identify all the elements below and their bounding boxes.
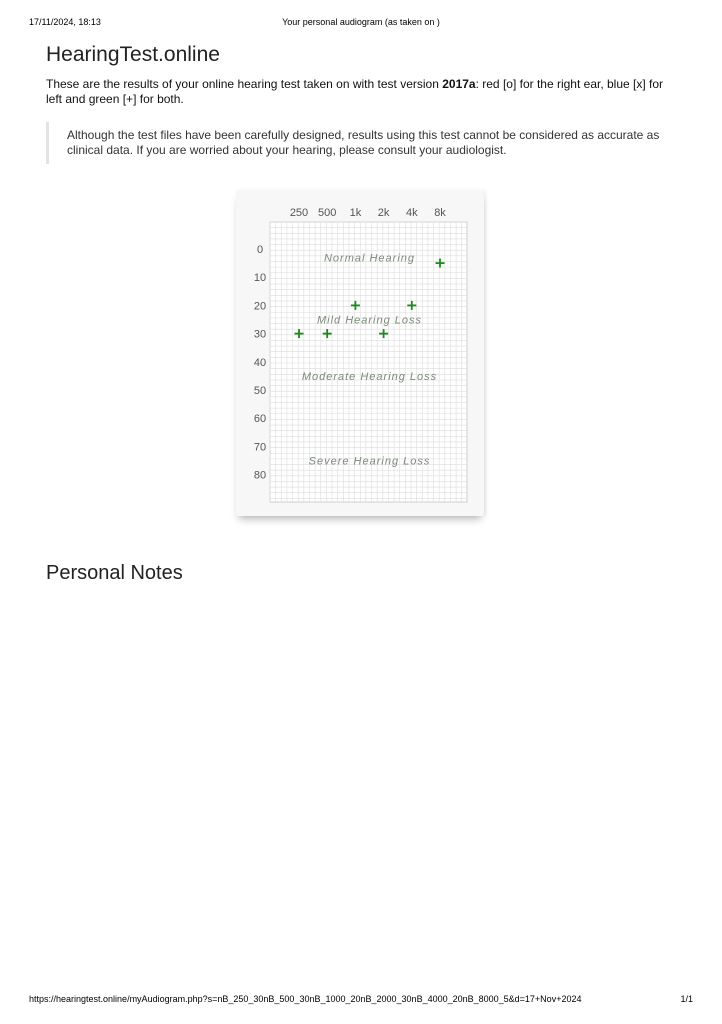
decibel-tick-label: 70 bbox=[254, 441, 266, 453]
decibel-tick-label: 50 bbox=[254, 385, 266, 397]
decibel-axis: 0 10 20 30 40 50 60 70 80 bbox=[254, 244, 266, 482]
test-version: 2017a bbox=[442, 77, 476, 91]
frequency-tick-label: 1k bbox=[350, 207, 362, 219]
audiogram-card: 250 500 1k 2k 4k 8k 0 10 20 30 40 50 60 70 80 Normal … bbox=[236, 190, 484, 516]
audiogram-chart: 250 500 1k 2k 4k 8k 0 10 20 30 40 50 60 70 80 Normal … bbox=[254, 207, 468, 503]
hearing-zone-label: Moderate Hearing Loss bbox=[302, 371, 437, 383]
site-title: HearingTest.online bbox=[46, 43, 220, 66]
decibel-tick-label: 10 bbox=[254, 272, 266, 284]
print-header: 17/11/2024, 18:13 Your personal audiogra… bbox=[29, 17, 693, 31]
decibel-tick-label: 60 bbox=[254, 413, 266, 425]
decibel-tick-label: 0 bbox=[257, 244, 263, 256]
intro-text-end: : red [o] for the right ear, blue [x] fo… bbox=[46, 77, 664, 106]
frequency-tick-label: 8k bbox=[434, 207, 446, 219]
hearing-zones: Normal Hearing Mild Hearing Loss Moderate … bbox=[302, 252, 437, 468]
hearing-zone-label: Severe Hearing Loss bbox=[309, 456, 431, 468]
frequency-tick-label: 500 bbox=[318, 207, 336, 219]
frequency-tick-label: 4k bbox=[406, 207, 418, 219]
both-ears-marker bbox=[407, 300, 417, 310]
disclaimer-quote: Although the test files have been carefu… bbox=[46, 122, 687, 164]
decibel-tick-label: 40 bbox=[254, 357, 266, 369]
print-title: Your personal audiogram (as taken on ) bbox=[282, 17, 440, 27]
both-ears-marker bbox=[322, 329, 332, 339]
both-ears-marker bbox=[435, 258, 445, 268]
decibel-tick-label: 30 bbox=[254, 329, 266, 341]
decibel-tick-label: 20 bbox=[254, 300, 266, 312]
frequency-tick-label: 250 bbox=[290, 207, 308, 219]
data-points bbox=[294, 258, 445, 339]
grid-background bbox=[269, 221, 468, 503]
decibel-tick-label: 80 bbox=[254, 470, 266, 482]
hearing-zone-label: Mild Hearing Loss bbox=[317, 315, 422, 327]
audiogram-grid bbox=[269, 221, 468, 503]
print-footer: https://hearingtest.online/myAudiogram.p… bbox=[29, 994, 693, 1008]
hearing-zone-label: Normal Hearing bbox=[324, 252, 415, 264]
frequency-axis: 250 500 1k 2k 4k 8k bbox=[290, 207, 446, 219]
personal-notes-heading: Personal Notes bbox=[46, 562, 183, 584]
frequency-tick-label: 2k bbox=[378, 207, 390, 219]
intro-paragraph: These are the results of your online hea… bbox=[46, 77, 676, 107]
both-ears-marker bbox=[379, 329, 389, 339]
print-datetime: 17/11/2024, 18:13 bbox=[29, 17, 101, 27]
both-ears-marker bbox=[350, 300, 360, 310]
both-ears-marker bbox=[294, 329, 304, 339]
page-count: 1/1 bbox=[680, 994, 693, 1004]
print-url: https://hearingtest.online/myAudiogram.p… bbox=[29, 994, 582, 1004]
intro-text-start: These are the results of your online hea… bbox=[46, 77, 443, 91]
